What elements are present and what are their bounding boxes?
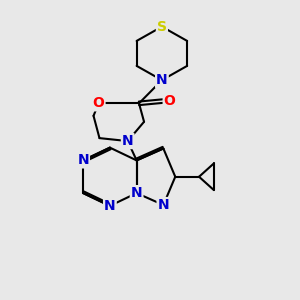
Text: N: N (158, 198, 169, 212)
Text: O: O (164, 94, 176, 108)
Text: N: N (131, 186, 142, 200)
Text: N: N (156, 73, 168, 87)
Text: N: N (104, 199, 116, 213)
Text: O: O (93, 96, 104, 110)
Text: S: S (157, 20, 167, 34)
Text: N: N (77, 153, 89, 167)
Text: N: N (122, 134, 134, 148)
